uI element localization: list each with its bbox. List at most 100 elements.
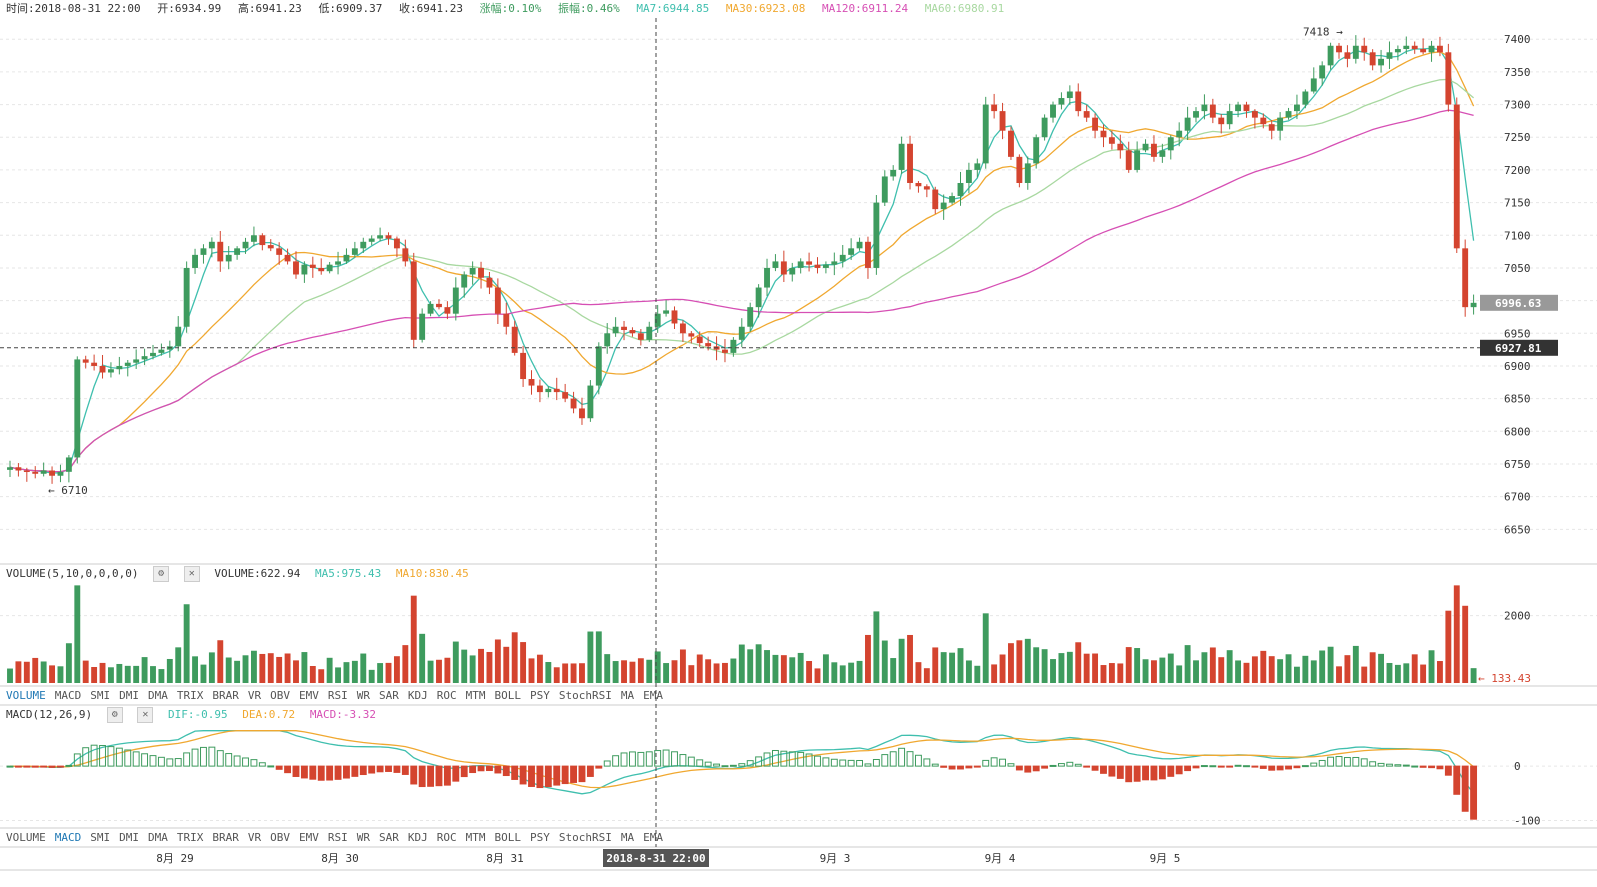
indicator-tab-brar[interactable]: BRAR [212, 831, 239, 844]
indicator-tab-emv[interactable]: EMV [299, 831, 319, 844]
volume-bar [1008, 643, 1014, 683]
volume-bar [730, 658, 737, 683]
indicator-tab-vr[interactable]: VR [247, 689, 262, 702]
indicator-tab-rsi[interactable]: RSI [327, 831, 348, 844]
indicator-tab-wr[interactable]: WR [356, 689, 370, 702]
indicator-tab-obv[interactable]: OBV [270, 689, 290, 702]
volume-bar [1243, 662, 1250, 683]
macd-bar [250, 759, 258, 767]
volume-bar [536, 654, 543, 683]
gear-icon[interactable]: ⚙ [106, 707, 123, 723]
gear-icon[interactable]: ⚙ [153, 566, 170, 582]
macd-bar [1066, 761, 1074, 767]
volume-bar [1218, 657, 1225, 683]
candle-body [23, 470, 30, 473]
macd-bar [258, 762, 266, 767]
indicator-tab-wr[interactable]: WR [356, 831, 370, 844]
indicator-tab-emv[interactable]: EMV [299, 689, 319, 702]
indicator-tab-dma[interactable]: DMA [148, 831, 168, 844]
volume-bar [494, 639, 501, 683]
ma30-readout: MA30:6923.08 [725, 2, 806, 15]
candle-body [705, 343, 712, 347]
indicator-tab-vr[interactable]: VR [247, 831, 262, 844]
macd-bar [1032, 765, 1040, 772]
indicator-tab-macd[interactable]: MACD [54, 689, 82, 702]
volume-bar [839, 665, 846, 683]
volume-bar [663, 663, 670, 683]
indicator-tab-rsi[interactable]: RSI [327, 689, 348, 702]
indicator-tab-ema[interactable]: EMA [643, 689, 663, 702]
macd-bar [191, 748, 199, 767]
macd-bar [679, 754, 687, 767]
indicator-tab-volume[interactable]: VOLUME [6, 689, 46, 702]
macd-bar [898, 747, 906, 767]
indicator-tab-ma[interactable]: MA [620, 831, 635, 844]
indicator-tab-trix[interactable]: TRIX [176, 831, 204, 844]
indicator-tab-ma[interactable]: MA [620, 689, 635, 702]
macd-bar [586, 765, 594, 777]
candle-body [764, 267, 770, 288]
indicator-tab-stochrsi[interactable]: StochRSI [558, 831, 612, 844]
indicator-tab-mtm[interactable]: MTM [465, 689, 486, 702]
macd-bar [578, 765, 586, 783]
indicator-tab-dmi[interactable]: DMI [119, 831, 139, 844]
macd-bar [889, 751, 897, 767]
macd-bar [763, 752, 771, 767]
indicator-tab-boll[interactable]: BOLL [494, 689, 522, 702]
indicator-tab-obv[interactable]: OBV [270, 831, 290, 844]
indicator-tab-psy[interactable]: PSY [530, 689, 550, 702]
macd-bar [477, 765, 485, 772]
volume-bar [1226, 650, 1233, 683]
macd-bar [216, 750, 224, 767]
indicator-tab-roc[interactable]: ROC [436, 831, 457, 844]
close-icon[interactable]: ✕ [137, 707, 154, 723]
macd-dif-line [9, 730, 1475, 795]
indicator-tab-macd[interactable]: MACD [54, 831, 82, 844]
macd-bar [208, 746, 216, 767]
indicator-tab-sar[interactable]: SAR [379, 831, 399, 844]
volume-bar [318, 669, 325, 683]
candle-body [1294, 104, 1300, 112]
indicator-tab-brar[interactable]: BRAR [212, 689, 239, 702]
price-tick-label: 7050 [1504, 262, 1531, 275]
indicator-tab-kdj[interactable]: KDJ [407, 831, 428, 844]
current-price-box [1480, 294, 1558, 311]
indicator-tab-boll[interactable]: BOLL [494, 831, 522, 844]
macd-bar [1394, 764, 1402, 767]
indicator-tab-ema[interactable]: EMA [643, 831, 663, 844]
indicator-tab-mtm[interactable]: MTM [465, 831, 486, 844]
indicator-tab-smi[interactable]: SMI [90, 689, 111, 702]
indicator-tab-roc[interactable]: ROC [436, 689, 457, 702]
indicator-tab-kdj[interactable]: KDJ [407, 689, 428, 702]
indicator-tab-smi[interactable]: SMI [90, 831, 111, 844]
candle-body [116, 365, 123, 370]
candle-body [217, 241, 224, 262]
candle-body [722, 349, 728, 353]
candle-body [1193, 111, 1199, 118]
volume-bar [1176, 665, 1183, 683]
macd-value: MACD:-3.32 [309, 708, 377, 721]
macd-bar [1369, 761, 1377, 767]
macd-bar [805, 753, 813, 767]
candle-body [91, 362, 98, 366]
indicator-tab-dmi[interactable]: DMI [119, 689, 139, 702]
macd-bar [1158, 765, 1166, 780]
indicator-tab-stochrsi[interactable]: StochRSI [558, 689, 612, 702]
indicator-tab-psy[interactable]: PSY [530, 831, 550, 844]
indicator-tab-volume[interactable]: VOLUME [6, 831, 46, 844]
indicator-tab-sar[interactable]: SAR [379, 689, 399, 702]
indicator-tab-dma[interactable]: DMA [148, 689, 168, 702]
volume-bar [1436, 661, 1443, 683]
candle-body [1209, 104, 1216, 118]
close-icon[interactable]: ✕ [183, 566, 200, 582]
candle-body [1436, 45, 1443, 53]
volume-bar [1310, 660, 1317, 683]
indicator-tab-bar-volume: VOLUME MACD SMI DMI DMA TRIX BRAR VR OBV EMV RSI WR… [6, 688, 672, 704]
candle-body [637, 333, 644, 340]
macd-bar [435, 765, 443, 787]
candle-body [1033, 137, 1040, 164]
indicator-tab-trix[interactable]: TRIX [176, 689, 204, 702]
volume-bar [82, 660, 89, 683]
volume-bar [293, 660, 299, 683]
